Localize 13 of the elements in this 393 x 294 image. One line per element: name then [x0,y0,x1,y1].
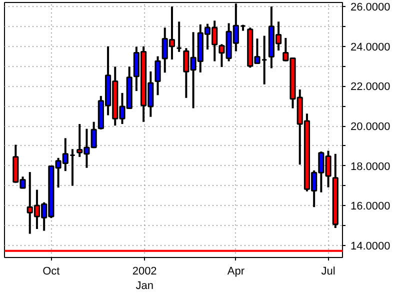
candlestick [176,20,182,53]
x-tick-label: Apr [227,266,245,278]
candlestick [154,55,161,96]
y-tick-label: 20.0000 [350,121,390,134]
y-tick-label: 26.0000 [350,1,390,14]
y-tick-label: 14.0000 [350,240,390,253]
y-tick-label: 18.0000 [350,160,390,173]
y-tick-label: 24.0000 [350,41,390,54]
y-tick-label: 16.0000 [350,200,390,213]
x-tick-label: Jul [321,266,336,278]
x-tick-label: 2002 Jan [132,266,157,292]
x-tick-label: Oct [42,266,60,278]
y-tick-label: 22.0000 [350,81,390,94]
